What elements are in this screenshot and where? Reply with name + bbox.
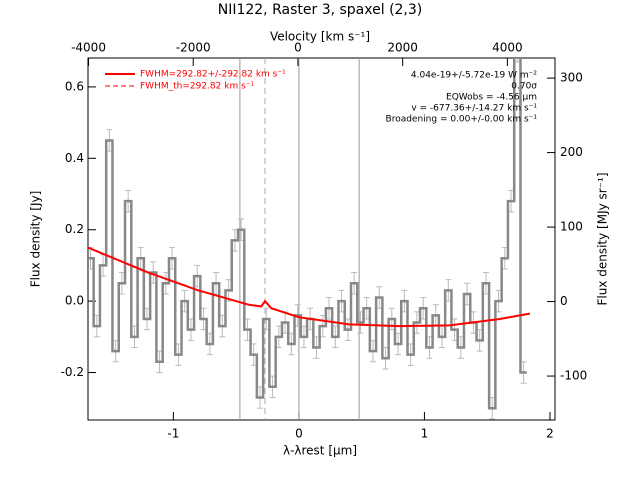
y-axis-label: Flux density [Jy] [29,191,43,288]
annotation: EQWobs = -4.56 μm [446,93,537,103]
x2-tick-label: -4000 [71,41,106,55]
legend-label: FWHM=292.82+/-292.82 km s⁻¹ [140,70,286,80]
fit-line [88,246,531,328]
y2-tick-label: 200 [560,145,583,159]
y-tick-label: 0.0 [65,294,84,308]
chart-title: NII122, Raster 3, spaxel (2,3) [218,2,423,18]
x-axis-label: λ-λrest [μm] [283,444,357,458]
x-tick-label: 1 [421,427,429,441]
x2-axis-label: Velocity [km s⁻¹] [270,30,370,44]
y2-tick-label: 0 [560,294,568,308]
y2-axis-label: Flux density [MJy sr⁻¹] [596,172,610,305]
annotation: v = -677.36+/-14.27 km s⁻¹ [411,104,537,114]
x2-tick-label: 0 [294,41,302,55]
x-tick-label: 0 [295,427,303,441]
y2-tick-label: 300 [560,71,583,85]
x2-tick-label: 2000 [387,41,418,55]
y-tick-label: 0.4 [65,151,84,165]
annotation: 4.04e-19+/-5.72e-19 W m⁻² [411,71,538,81]
plot-area [88,58,531,420]
y-tick-label: 0.2 [65,222,84,236]
x-tick-label: 2 [546,427,554,441]
x2-tick-label: 4000 [492,41,523,55]
plot-frame [87,57,556,421]
annotation: Broadening = 0.00+/-0.00 km s⁻¹ [386,115,538,125]
annotation: 0.70σ [511,82,537,92]
y-tick-label: 0.6 [65,79,84,93]
x2-tick-label: -2000 [176,41,211,55]
legend-label: FWHM_th=292.82 km s⁻¹ [140,82,255,92]
y2-tick-label: -100 [560,369,587,383]
y-tick-label: -0.2 [61,365,84,379]
spectrum-line [88,58,527,410]
x-tick-label: -1 [167,427,179,441]
y2-tick-label: 100 [560,220,583,234]
